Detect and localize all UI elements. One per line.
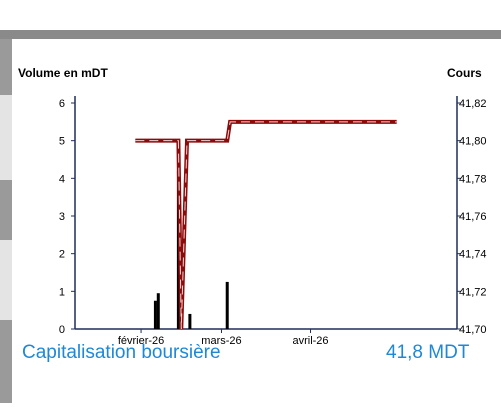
x-tick-label: février-26 <box>118 335 164 347</box>
y2-tick-label: 41,80 <box>459 136 487 148</box>
y-tick-label: 6 <box>59 98 65 110</box>
y-tick-label: 2 <box>59 249 65 261</box>
y2-tick-label: 41,70 <box>459 324 487 336</box>
side-panel <box>0 39 12 403</box>
x-tick-label: mars-26 <box>201 335 241 347</box>
volume-bar <box>225 281 229 329</box>
y-tick-label: 5 <box>59 136 65 148</box>
y-tick-label: 4 <box>59 173 65 185</box>
y-axis-label: Volume en mDT <box>18 66 108 80</box>
y2-tick-label: 41,78 <box>459 173 487 185</box>
info-label: Capitalisation boursière <box>22 342 221 363</box>
info-value: 41,8 MDT <box>386 342 470 363</box>
y2-tick-label: 41,76 <box>459 211 487 223</box>
volume-bar <box>156 293 160 329</box>
y-tick-label: 3 <box>59 211 65 223</box>
y2-tick-label: 41,72 <box>459 286 487 298</box>
volume-bar <box>153 300 157 329</box>
volume-bar <box>188 313 192 329</box>
y-tick-label: 1 <box>59 286 65 298</box>
y2-axis-label: Cours <box>447 66 482 80</box>
y2-tick-label: 41,82 <box>459 98 487 110</box>
side-stripe <box>0 95 12 180</box>
price-line-dash <box>135 121 397 330</box>
chart-panel <box>12 39 501 403</box>
y-tick-label: 0 <box>59 324 65 336</box>
plot: 0 1 2 3 4 5 6 41,70 41,72 41,74 41,76 41,78 41,80 41,… <box>59 96 487 347</box>
y2-tick-label: 41,74 <box>459 249 487 261</box>
side-stripe <box>0 240 12 320</box>
top-bar <box>0 30 501 39</box>
x-tick-label: avril-26 <box>292 335 328 347</box>
